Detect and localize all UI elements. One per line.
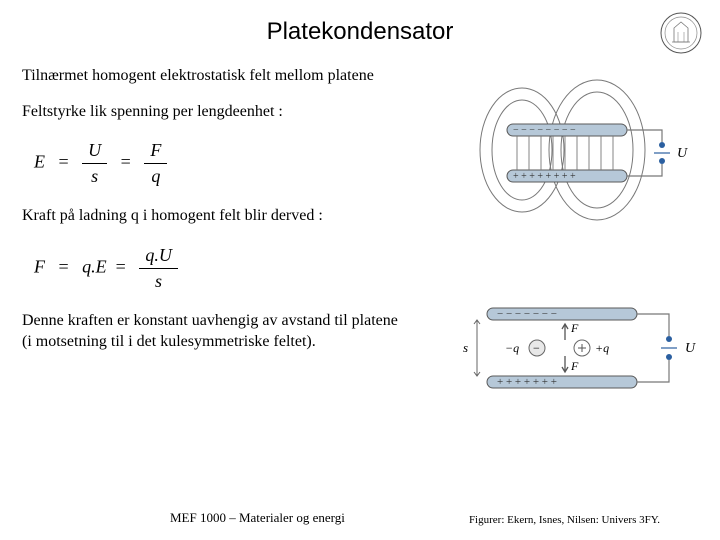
label-u-2: U <box>685 341 696 356</box>
text-line-3: Kraft på ladning q i homogent felt blir … <box>22 205 452 227</box>
eq1-num2: F <box>144 140 167 164</box>
page-title: Platekondensator <box>0 18 720 46</box>
label-f-up: F <box>570 321 579 335</box>
inner-field-lines <box>517 136 613 170</box>
svg-text:+ + + + + + +: + + + + + + + <box>497 376 557 388</box>
svg-text:− − − − − − −: − − − − − − − <box>497 308 557 320</box>
label-plus-q: +q <box>595 341 609 355</box>
label-f-down: F <box>570 359 579 373</box>
text-line-4: Denne kraften er konstant uavhengig av a… <box>22 310 452 332</box>
eq1-den2: q <box>144 164 167 187</box>
battery-icon <box>654 142 670 164</box>
label-u: U <box>677 146 688 161</box>
label-minus-q: −q <box>505 341 519 355</box>
footer-left: MEF 1000 – Materialer og energi <box>170 510 345 526</box>
force-arrows <box>562 324 568 372</box>
label-s: s <box>463 340 468 355</box>
eq2-den: s <box>139 269 178 292</box>
field-loops-icon <box>480 80 645 220</box>
svg-text:+ + + + + + + +: + + + + + + + + <box>513 171 576 182</box>
eq2-num: q.U <box>139 245 178 269</box>
equation-1: E = Us = Fq <box>34 140 452 187</box>
battery-2-icon <box>661 336 677 360</box>
dimension-s <box>474 320 480 376</box>
svg-text:− − − − − − − −: − − − − − − − − <box>513 125 576 136</box>
svg-text:−: − <box>533 341 540 355</box>
eq2-mid: q.E <box>82 256 107 276</box>
slide-body: Tilnærmet homogent elektrostatisk felt m… <box>22 65 452 353</box>
eq1-lhs: E <box>34 152 45 172</box>
text-line-5: (i motsetning til i det kulesymmetriske … <box>22 331 452 353</box>
footer-right: Figurer: Ekern, Isnes, Nilsen: Univers 3… <box>469 514 660 526</box>
figure-capacitor-force: − − − − − − − + + + + + + + s − −q +q F … <box>447 290 702 410</box>
figure-capacitor-field: − − − − − − − − + + + + + + + + U <box>477 70 702 230</box>
eq1-den1: s <box>82 164 107 187</box>
text-line-2: Feltstyrke lik spenning per lengdeenhet … <box>22 101 452 123</box>
university-seal-icon <box>660 12 702 54</box>
equation-2: F = q.E = q.Us <box>34 245 452 292</box>
text-line-1: Tilnærmet homogent elektrostatisk felt m… <box>22 65 452 87</box>
eq1-num1: U <box>82 140 107 164</box>
plate-charges: − − − − − − − − + + + + + + + + <box>513 125 576 182</box>
eq2-lhs: F <box>34 256 45 276</box>
